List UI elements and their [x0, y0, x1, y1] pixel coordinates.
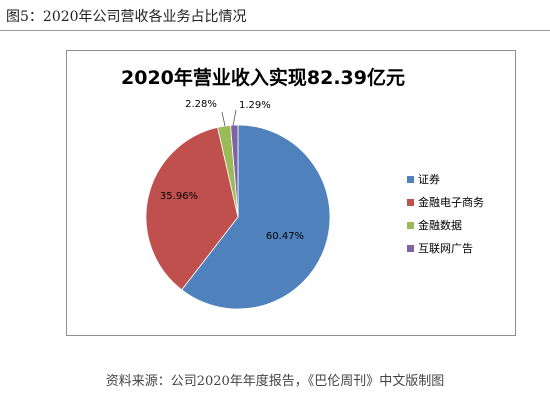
- chart-title: 2020年营业收入实现82.39亿元: [121, 66, 405, 89]
- caption-divider: [0, 30, 550, 31]
- legend-label-1: 证券: [418, 172, 440, 186]
- pie-slices: [145, 124, 331, 310]
- data-label-4: 1.29%: [239, 100, 271, 111]
- data-label-1: 60.47%: [266, 231, 304, 242]
- leader-line-4: [232, 109, 237, 127]
- legend-label-2: 金融电子商务: [418, 195, 484, 209]
- legend-swatch-1: [407, 176, 414, 183]
- leader-line-3: [221, 111, 226, 127]
- figure-caption: 图5：2020年公司营收各业务占比情况: [6, 9, 247, 25]
- legend-swatch-3: [407, 222, 414, 229]
- data-label-2: 35.96%: [160, 191, 198, 202]
- data-labels: 60.47% 35.96% 2.28% 1.29%: [160, 99, 304, 242]
- source-note: 资料来源：公司2020年年度报告，《巴伦周刊》中文版制图: [105, 374, 445, 389]
- pie-slice-2: [145, 126, 239, 291]
- legend-swatch-4: [407, 245, 414, 252]
- legend-swatch-2: [407, 199, 414, 206]
- data-label-3: 2.28%: [185, 99, 217, 110]
- pie-slice-4: [230, 124, 239, 218]
- pie-slice-1: [181, 124, 331, 310]
- legend-label-3: 金融数据: [418, 218, 462, 232]
- pie-chart: 2020年营业收入实现82.39亿元 60.47% 35.96% 2.28% 1.29…: [121, 66, 484, 310]
- legend-label-4: 互联网广告: [418, 242, 473, 255]
- chart-frame: 2020年营业收入实现82.39亿元 60.47% 35.96% 2.28% 1.29…: [66, 50, 516, 336]
